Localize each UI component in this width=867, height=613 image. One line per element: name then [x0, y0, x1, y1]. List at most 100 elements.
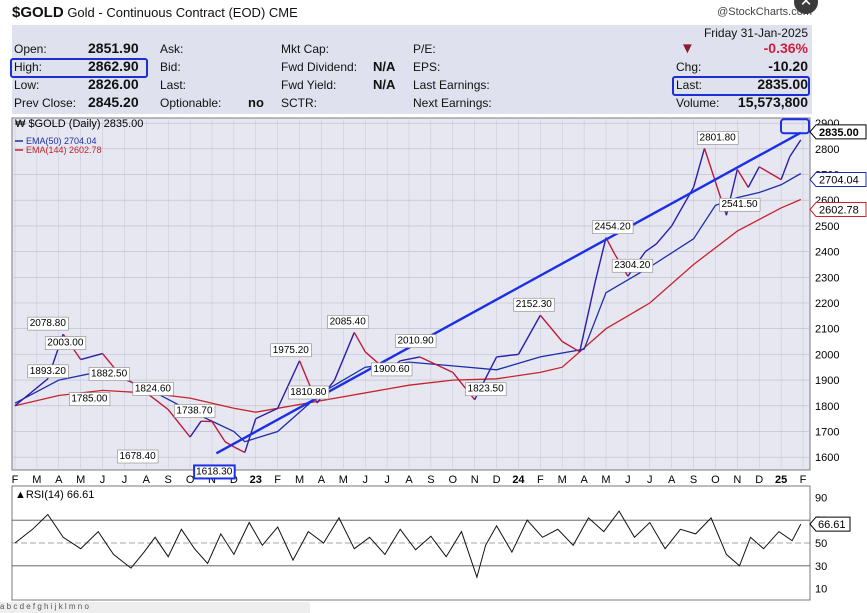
price-segment: [789, 139, 802, 157]
annotation-box: [174, 404, 216, 418]
price-segment: [758, 166, 782, 181]
time-label: F: [800, 474, 807, 486]
price-segment: [496, 353, 519, 358]
time-label: 23: [250, 474, 262, 486]
exchange: CME: [268, 5, 298, 20]
eps-label: EPS:: [413, 60, 441, 74]
price-annotation: 1618.30: [196, 466, 233, 477]
annotation-box: [193, 464, 236, 480]
time-label: M: [295, 474, 304, 486]
time-label: A: [318, 474, 326, 486]
low-label: Low:: [14, 78, 40, 92]
time-label: D: [230, 474, 238, 486]
price-annotation: 1738.70: [176, 406, 213, 417]
price-annotation: 1893.20: [30, 366, 67, 377]
price-annotation: 1824.60: [135, 383, 172, 394]
rsi-tag: [809, 516, 851, 532]
legend-ema50: EMA(50) 2704.04: [26, 136, 97, 146]
price-segment: [211, 421, 226, 443]
bid-label: Bid:: [160, 60, 181, 74]
annotation-box: [611, 258, 654, 273]
price-tick-label: 1700: [815, 426, 839, 438]
legend-gold: ₩ $GOLD (Daily) 2835.00: [15, 118, 143, 130]
footer-bar: a b c d e f g h i j k l m n o: [0, 602, 310, 613]
price-tag-label: 2602.78: [819, 205, 859, 217]
time-label: S: [427, 474, 434, 486]
time-label: O: [448, 474, 457, 486]
price-segment: [333, 332, 355, 381]
price-segment: [277, 360, 301, 409]
price-tick-label: 2000: [815, 349, 839, 361]
open-label: Open:: [14, 42, 47, 56]
price-segment: [539, 314, 563, 342]
rsi-tag-label: 66.61: [818, 519, 846, 531]
price-tag-label: 2704.04: [819, 174, 859, 186]
price-annotation: 2801.80: [700, 132, 737, 143]
annotation-box: [88, 367, 130, 381]
price-segment: [594, 237, 607, 283]
chart-header: $GOLD Gold - Continuous Contract (EOD) C…: [10, 0, 818, 116]
time-label: M: [76, 474, 85, 486]
time-label: M: [339, 474, 348, 486]
price-annotation: 1823.50: [468, 384, 505, 395]
fwd-yield-label: Fwd Yield:: [281, 78, 337, 92]
price-segment: [14, 378, 49, 407]
price-segment: [233, 446, 246, 454]
time-label: 25: [775, 474, 787, 486]
chart-title: $GOLD Gold - Continuous Contract (EOD) C…: [12, 4, 298, 21]
fwd-dividend-label: Fwd Dividend:: [281, 60, 358, 74]
price-segment: [736, 169, 749, 188]
price-segment: [353, 332, 366, 353]
high-label: High:: [14, 60, 43, 74]
time-label: O: [711, 474, 720, 486]
price-annotation: 2003.00: [47, 338, 84, 349]
price-segment: [605, 237, 616, 255]
optionable-label: Optionable:: [160, 96, 222, 110]
price-annotation: 1678.40: [119, 451, 156, 462]
price-tick-label: 1800: [815, 401, 839, 413]
rsi-tick-label: 10: [815, 584, 827, 596]
change-label: Chg:: [676, 60, 702, 74]
annotation-box: [117, 449, 159, 464]
time-label: A: [668, 474, 676, 486]
annotation-box: [327, 315, 369, 329]
rsi-legend: ▲RSI(14) 66.61: [15, 489, 94, 501]
time-label: S: [690, 474, 697, 486]
annotation-box: [719, 197, 761, 212]
close-icon[interactable]: ✕: [794, 0, 818, 14]
price-segment: [154, 398, 169, 411]
time-label: J: [647, 474, 653, 486]
time-label: 24: [512, 474, 525, 486]
annotation-box: [395, 334, 437, 348]
price-segment: [655, 225, 673, 245]
volume-label: Volume:: [676, 96, 720, 110]
price-segment: [517, 314, 541, 355]
quote-date: Friday 31-Jan-2025: [703, 26, 808, 40]
last-earnings-label: Last Earnings:: [413, 78, 490, 92]
time-label: S: [165, 474, 172, 486]
annotation-box: [132, 382, 174, 396]
time-label: M: [32, 474, 41, 486]
price-annotation: 1882.50: [91, 369, 128, 380]
price-tag: [809, 124, 867, 140]
time-label: N: [208, 474, 216, 486]
price-tag: [809, 171, 867, 187]
pe-label: P/E:: [413, 42, 436, 56]
rsi-line: [14, 510, 802, 579]
annotation-box: [371, 362, 413, 377]
low-value: 2826.00: [88, 76, 139, 92]
symbol: $GOLD: [12, 4, 64, 21]
price-annotation: 2541.50: [721, 199, 758, 210]
price-panel: [11, 117, 811, 471]
trendline: [215, 131, 802, 455]
credit[interactable]: @StockCharts.com: [717, 6, 812, 18]
annotation-box: [270, 343, 312, 358]
down-triangle-icon: ▼: [680, 40, 695, 57]
price-segment: [644, 243, 657, 253]
sctr-label: SCTR:: [281, 96, 317, 110]
price-segment: [400, 356, 421, 362]
price-segment: [255, 407, 278, 420]
last-label: Last:: [676, 78, 703, 92]
legend-ema144: EMA(144) 2602.78: [26, 145, 102, 155]
annotation-box: [513, 297, 555, 312]
